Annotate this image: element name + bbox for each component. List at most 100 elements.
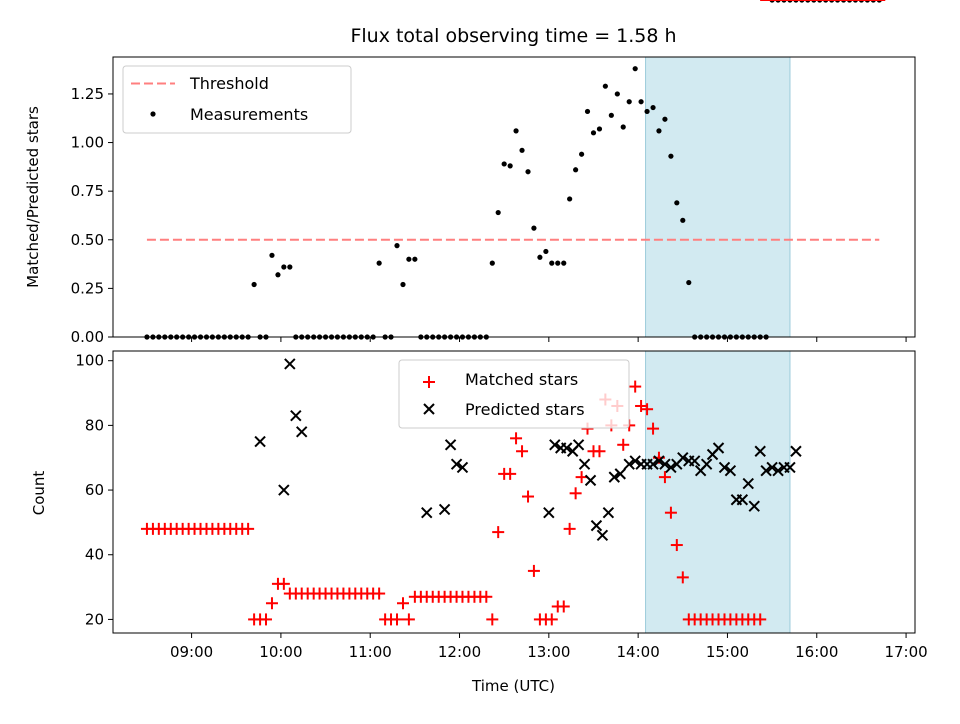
bottom-y-tick-label: 40: [85, 546, 104, 564]
top-y-tick-label: 1.00: [71, 134, 104, 152]
matched-star-point: [391, 613, 404, 626]
measurement-point: [531, 225, 537, 231]
matched-star-point: [527, 564, 540, 577]
measurement-point: [686, 279, 692, 286]
matched-star-point: [522, 490, 535, 503]
predicted-star-point: [760, 464, 772, 477]
matched-star-point: [593, 445, 606, 458]
measurement-point: [620, 124, 626, 130]
measurement-point: [573, 167, 579, 173]
matched-star-point: [259, 613, 272, 626]
top-y-tick-label: 0.00: [71, 328, 104, 346]
predicted-star-point: [718, 461, 731, 474]
predicted-star-point: [596, 529, 609, 542]
measurement-point: [584, 108, 591, 115]
predicted-star-point: [438, 503, 451, 516]
predicted-star-point: [623, 458, 635, 470]
predicted-star-point: [572, 439, 585, 451]
measurement-point: [561, 260, 567, 266]
measurement-point: [567, 196, 573, 202]
measurement-point: [376, 260, 382, 266]
matched-star-point: [647, 422, 660, 435]
predicted-star-point: [254, 435, 266, 448]
predicted-star-point: [284, 358, 296, 370]
measurement-point: [590, 130, 597, 136]
matched-star-point: [265, 597, 278, 610]
matched-star-point: [545, 613, 558, 626]
bottom-plot-frame: [112, 350, 916, 634]
observing-window-span: [645, 350, 791, 634]
predicted-star-point: [560, 442, 573, 454]
measurement-point: [525, 169, 531, 175]
x-tick-label: 16:00: [795, 643, 838, 661]
observing-window-span: [645, 56, 791, 338]
matched-star-point: [492, 526, 505, 539]
measurement-point: [513, 128, 519, 134]
measurement-point: [638, 99, 644, 105]
measurement-point: [269, 252, 275, 258]
bottom-legend-box: [398, 359, 630, 429]
top-y-axis-label: Matched/Predicted stars: [24, 106, 42, 288]
predicted-star-point: [754, 445, 766, 457]
x-tick-label: 10:00: [259, 643, 302, 661]
measurement-point: [489, 260, 495, 266]
predicted-star-point: [784, 461, 796, 474]
predicted-star-point: [421, 506, 433, 519]
legend-matched-label: Matched stars: [465, 370, 578, 389]
predicted-star-point: [278, 484, 290, 496]
predicted-star-point: [790, 445, 802, 457]
predicted-star-point: [653, 455, 665, 467]
x-tick-label: 15:00: [706, 643, 749, 661]
measurement-point: [251, 281, 257, 288]
x-tick-label: 09:00: [170, 643, 213, 661]
matched-star-point: [575, 471, 588, 484]
bottom-legend: Matched stars Predicted stars: [398, 359, 630, 429]
predicted-star-point: [772, 464, 784, 477]
measurement-point: [626, 99, 632, 105]
predicted-star-point: [290, 409, 302, 422]
predicted-star-point: [590, 519, 603, 532]
matched-star-point: [569, 487, 582, 500]
top-legend: Threshold Measurements: [122, 65, 352, 134]
predicted-star-point: [602, 506, 615, 519]
predicted-star-point: [614, 468, 626, 480]
measurement-point: [495, 209, 501, 216]
matched-star-point: [557, 600, 570, 613]
matched-star-point: [480, 590, 493, 603]
measurement-point: [394, 243, 400, 249]
predicted-star-point: [736, 494, 749, 506]
measurement-point: [656, 128, 662, 134]
matched-star-point: [396, 597, 409, 610]
measurement-point: [519, 147, 525, 153]
x-tick-label: 11:00: [349, 643, 392, 661]
top-y-tick-label: 0.25: [71, 279, 104, 297]
matched-star-point: [277, 577, 290, 590]
matched-star-point: [563, 522, 576, 535]
matched-star-point: [641, 403, 654, 416]
matched-star-point: [664, 506, 677, 519]
measurement-point: [287, 264, 293, 270]
predicted-star-point: [766, 461, 778, 474]
measurement-point: [632, 66, 638, 72]
bottom-y-tick-label: 80: [85, 416, 104, 434]
legend-matched-swatch: [423, 376, 435, 388]
bottom-y-tick-label: 20: [85, 610, 104, 628]
measurement-point: [555, 260, 561, 266]
matched-star-point: [504, 467, 517, 480]
measurement-point: [412, 256, 418, 262]
chart-title: Flux total observing time = 1.58 h: [350, 25, 676, 47]
legend-threshold-label: Threshold: [189, 74, 269, 93]
predicted-star-point: [629, 455, 641, 467]
matched-star-point: [510, 432, 523, 445]
predicted-star-point: [677, 452, 689, 464]
bottom-y-tick-label: 100: [75, 352, 104, 370]
predicted-star-point: [665, 461, 677, 474]
predicted-star-point: [724, 464, 737, 477]
legend-predicted-label: Predicted stars: [465, 400, 585, 419]
measurement-point: [596, 126, 603, 132]
matched-star-point: [754, 613, 767, 626]
measurement-point: [680, 217, 686, 223]
predicted-star-point: [584, 474, 597, 487]
matched-star-point: [486, 613, 499, 626]
